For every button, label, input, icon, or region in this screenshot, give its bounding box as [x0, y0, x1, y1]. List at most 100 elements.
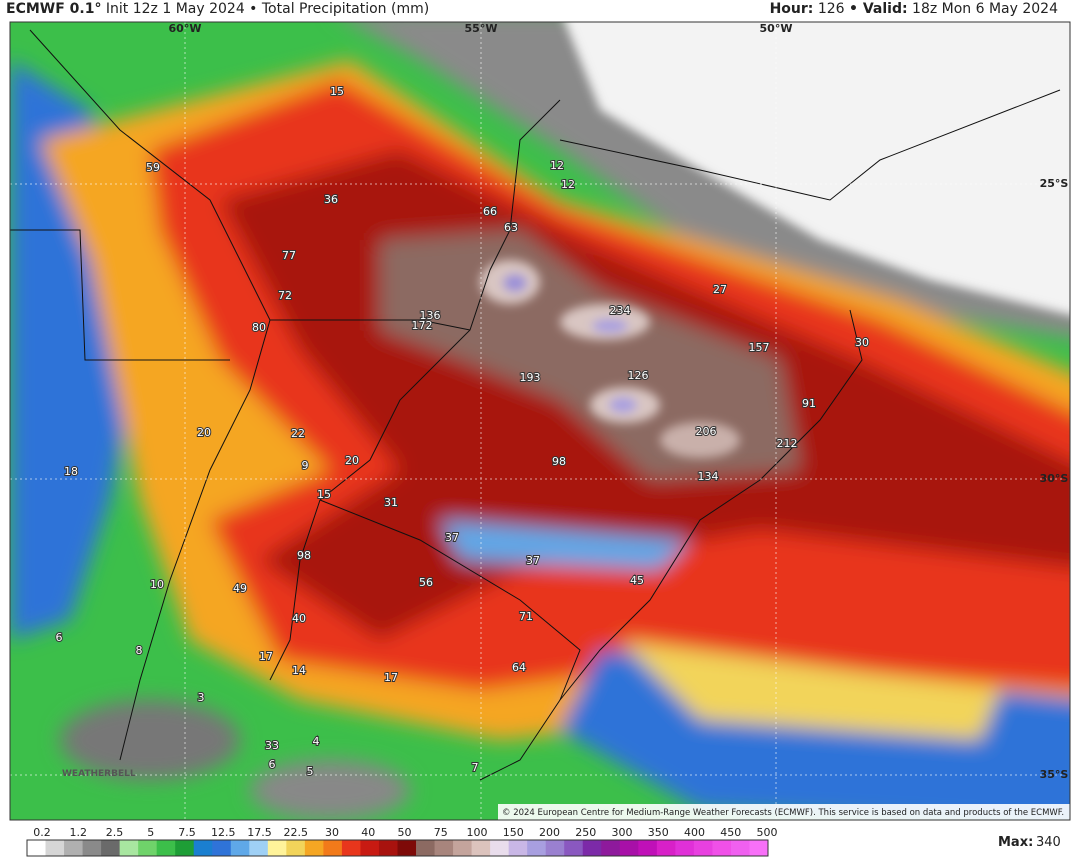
colorbar-cell — [27, 840, 47, 856]
colorbar-tick: 1.2 — [70, 826, 88, 839]
precip-label: 206 — [696, 425, 717, 438]
colorbar-cell — [693, 840, 713, 856]
colorbar-cell — [45, 840, 65, 856]
precip-label: 10 — [150, 578, 164, 591]
precip-label: 91 — [802, 397, 816, 410]
precip-label: 18 — [64, 465, 78, 478]
colorbar-tick: 300 — [612, 826, 633, 839]
precip-label: 157 — [749, 341, 770, 354]
precip-label: 4 — [313, 735, 320, 748]
precip-label: 20 — [345, 454, 359, 467]
precip-label: 5 — [307, 765, 314, 778]
colorbar-tick: 350 — [648, 826, 669, 839]
colorbar-cell — [360, 840, 380, 856]
colorbar-cell — [638, 840, 658, 856]
coord-label: 35°S — [1040, 768, 1069, 781]
precip-label: 31 — [384, 496, 398, 509]
colorbar-cell — [582, 840, 602, 856]
precip-label: 12 — [561, 178, 575, 191]
precip-label: 20 — [197, 426, 211, 439]
coord-label: 25°S — [1040, 177, 1069, 190]
model-name: ECMWF 0.1° — [6, 1, 102, 17]
precip-label: 37 — [445, 531, 459, 544]
valid-value: 18z Mon 6 May 2024 — [912, 1, 1058, 17]
colorbar-cell — [508, 840, 528, 856]
coord-labels: 60°W 55°W 50°W 25°S 30°S 35°S — [169, 22, 1069, 781]
colorbar-cell — [397, 840, 417, 856]
colorbar-tick: 75 — [434, 826, 448, 839]
colorbar-cell — [230, 840, 250, 856]
colorbar-cell — [156, 840, 176, 856]
colorbar-cell — [545, 840, 565, 856]
colorbar-tick: 250 — [575, 826, 596, 839]
colorbar-cell — [471, 840, 491, 856]
precip-label: 66 — [483, 205, 497, 218]
precip-label: 72 — [278, 289, 292, 302]
precip-label: 6 — [269, 758, 276, 771]
precip-label: 27 — [713, 283, 727, 296]
colorbar-tick: 40 — [361, 826, 375, 839]
colorbar-cell — [286, 840, 306, 856]
colorbar-cell — [453, 840, 473, 856]
colorbar-cell — [64, 840, 84, 856]
hour-label: Hour: — [769, 1, 814, 17]
map-frame — [9, 21, 1071, 821]
precip-label: 98 — [297, 549, 311, 562]
precip-label: 49 — [233, 582, 247, 595]
precip-label: 234 — [610, 304, 631, 317]
coord-label: 60°W — [169, 22, 202, 35]
colorbar-cell — [82, 840, 102, 856]
colorbar-cell — [712, 840, 732, 856]
colorbar-cell — [527, 840, 547, 856]
coord-label: 30°S — [1040, 472, 1069, 485]
precip-label: 37 — [526, 554, 540, 567]
precip-label: 45 — [630, 574, 644, 587]
colorbar-tick: 100 — [467, 826, 488, 839]
precip-label: 71 — [519, 610, 533, 623]
precip-label: 17 — [259, 650, 273, 663]
colorbar-cell — [304, 840, 324, 856]
colorbar-cell — [323, 840, 343, 856]
precip-label: 22 — [291, 427, 305, 440]
colorbar-tick: 400 — [684, 826, 705, 839]
coord-label: 50°W — [760, 22, 793, 35]
colorbar-tick: 500 — [757, 826, 778, 839]
colorbar-tick: 5 — [147, 826, 154, 839]
precip-label: 77 — [282, 249, 296, 262]
precip-label: 15 — [317, 488, 331, 501]
precip-label: 30 — [855, 336, 869, 349]
colorbar-cell — [249, 840, 269, 856]
precip-label: 172 — [412, 319, 433, 332]
precip-label: 59 — [146, 161, 160, 174]
precip-label: 36 — [324, 193, 338, 206]
colorbar-cell — [730, 840, 750, 856]
precip-label: 193 — [520, 371, 541, 384]
colorbar-cell — [434, 840, 454, 856]
graticule — [10, 22, 1070, 820]
hour-value: 126 — [817, 1, 845, 17]
precip-label: 63 — [504, 221, 518, 234]
colorbar-cell — [619, 840, 639, 856]
precip-label: 126 — [628, 369, 649, 382]
precip-label: 3 — [198, 691, 205, 704]
precip-label: 15 — [330, 85, 344, 98]
precip-label: 12 — [550, 159, 564, 172]
colorbar-tick: 150 — [503, 826, 524, 839]
colorbar-cell — [119, 840, 139, 856]
colorbar-cell — [175, 840, 195, 856]
colorbar-cell — [675, 840, 695, 856]
colorbar-cell — [490, 840, 510, 856]
precip-label: 17 — [384, 671, 398, 684]
colorbar-tick: 200 — [539, 826, 560, 839]
colorbar-tick: 0.2 — [33, 826, 51, 839]
precip-label: 40 — [292, 612, 306, 625]
colorbar-cell — [378, 840, 398, 856]
header-left: ECMWF 0.1° Init 12z 1 May 2024 • Total P… — [6, 1, 429, 17]
precip-field: WEATHERBELL © 2024 European Centre for M… — [10, 22, 1070, 820]
colorbar-cell — [341, 840, 361, 856]
precip-label: 136 — [420, 309, 441, 322]
colorbar-cell — [564, 840, 584, 856]
colorbar-tick: 2.5 — [106, 826, 124, 839]
watermark: WEATHERBELL — [62, 769, 136, 779]
copyright: © 2024 European Centre for Medium-Range … — [502, 808, 1064, 818]
